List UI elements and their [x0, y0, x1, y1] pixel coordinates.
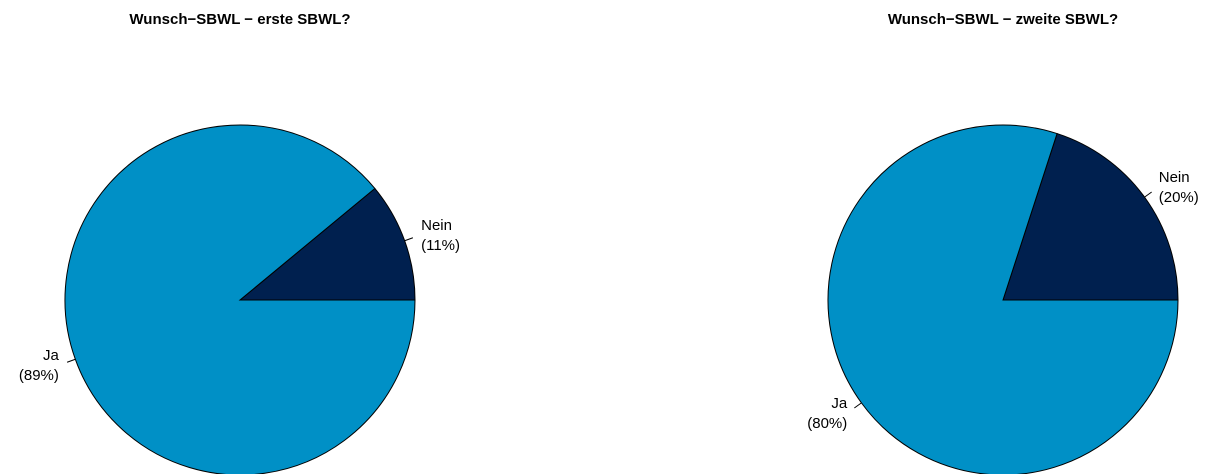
pie-leader-line-ja	[854, 402, 862, 409]
pie-chart-zweite-sbwl: Wunsch−SBWL − zweite SBWL? Nein (20%) Ja (8…	[807, 11, 1199, 474]
pie-slices-erste-sbwl	[64, 124, 416, 474]
pie-label-ja: Ja	[831, 395, 848, 412]
chart-title-zweite-sbwl: Wunsch−SBWL − zweite SBWL?	[888, 11, 1118, 28]
pie-chart-erste-sbwl: Wunsch−SBWL − erste SBWL? Nein (11%) Ja (89…	[19, 11, 460, 474]
chart-title-erste-sbwl: Wunsch−SBWL − erste SBWL?	[129, 11, 350, 28]
pie-leader-line-nein	[404, 237, 414, 242]
pie-label-nein: Nein	[421, 217, 452, 234]
pie-slices-zweite-sbwl	[827, 124, 1179, 474]
pie-leader-line-nein	[1144, 191, 1152, 198]
pie-slice-nein	[1002, 132, 1179, 301]
pie-leader-line-ja	[66, 358, 76, 363]
pie-percent-label-nein: (20%)	[1159, 189, 1199, 206]
pie-percent-label-nein: (11%)	[421, 237, 460, 254]
pie-slice-nein	[238, 187, 416, 301]
pie-percent-label-ja: (89%)	[19, 367, 59, 384]
pie-labels-erste-sbwl: Nein (11%) Ja (89%)	[19, 217, 460, 384]
pie-label-nein: Nein	[1159, 169, 1190, 186]
pie-slice-ja	[64, 124, 416, 474]
pie-labels-zweite-sbwl: Nein (20%) Ja (80%)	[807, 169, 1199, 432]
pie-label-ja: Ja	[43, 347, 60, 364]
pie-percent-label-ja: (80%)	[807, 415, 847, 432]
